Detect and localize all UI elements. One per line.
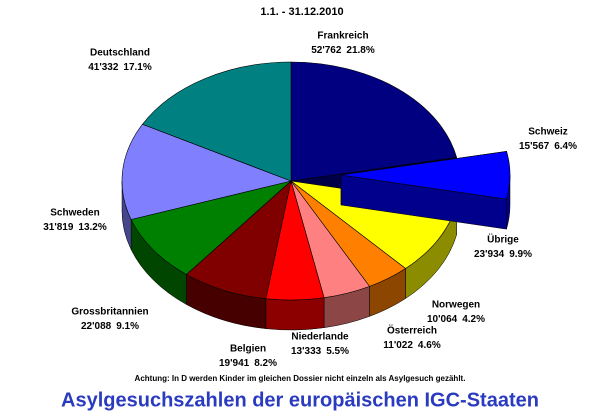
slice: [340, 151, 511, 200]
slice: [185, 180, 292, 300]
slice-value: 41'332 17.1%: [88, 62, 152, 73]
chart-subtitle: Asylgesuchszahlen der europäischen IGC-S…: [61, 389, 539, 411]
slice-wall: [265, 297, 325, 331]
value-label: 52'762: [311, 45, 342, 56]
pie: [121, 61, 511, 331]
value-label: 31'819: [43, 222, 74, 233]
share-label: 21.8%: [346, 45, 374, 56]
slice-label: Niederlande: [291, 332, 349, 343]
share-label: 9.9%: [509, 249, 532, 260]
slice-label: Übrige: [487, 233, 519, 246]
slice-value: 23'934 9.9%: [474, 249, 532, 260]
slice-label: Schweiz: [528, 127, 567, 138]
slice-value: 15'567 6.4%: [519, 141, 577, 152]
slice-label: Belgien: [230, 344, 266, 355]
share-label: 5.5%: [326, 346, 349, 357]
value-label: 22'088: [81, 321, 112, 332]
value-label: 11'022: [383, 340, 413, 351]
share-label: 4.6%: [418, 340, 441, 351]
slice-label: Österreich: [387, 324, 437, 337]
slice: [130, 180, 292, 275]
labels: Frankreich 52'762 21.8% Schweiz 15'567 6.4% Üb…: [43, 31, 577, 369]
slice-label: Frankreich: [317, 31, 368, 42]
share-label: 9.1%: [116, 321, 139, 332]
value-label: 41'332: [88, 62, 119, 73]
share-label: 17.1%: [123, 62, 151, 73]
slice-value: 52'762 21.8%: [311, 45, 375, 56]
value-label: 23'934: [474, 249, 505, 260]
slice-value: 22'088 9.1%: [81, 321, 139, 332]
chart-title: 1.1. - 31.12.2010: [260, 6, 343, 18]
slice-label: Deutschland: [90, 48, 150, 59]
value-label: 13'333: [291, 346, 322, 357]
slice-value: 31'819 13.2%: [43, 222, 107, 233]
slice-value: 19'941 8.2%: [219, 358, 277, 369]
value-label: 19'941: [219, 358, 250, 369]
slice: [290, 61, 458, 182]
note: Achtung: In D werden Kinder im gleichen …: [135, 374, 466, 383]
slice-label: Grossbritannien: [71, 307, 148, 318]
value-label: 10'064: [427, 314, 458, 325]
slice: [121, 123, 293, 220]
share-label: 4.2%: [462, 314, 485, 325]
slice-value: 10'064 4.2%: [427, 314, 485, 325]
slice-value: 13'333 5.5%: [291, 346, 349, 357]
value-label: 15'567: [519, 141, 550, 152]
share-label: 13.2%: [78, 222, 106, 233]
slice-label: Norwegen: [432, 300, 480, 311]
share-label: 8.2%: [254, 358, 277, 369]
slice-value: 11'022 4.6%: [383, 340, 441, 351]
share-label: 6.4%: [554, 141, 577, 152]
slice: [141, 61, 292, 182]
slice-label: Schweden: [50, 208, 99, 219]
